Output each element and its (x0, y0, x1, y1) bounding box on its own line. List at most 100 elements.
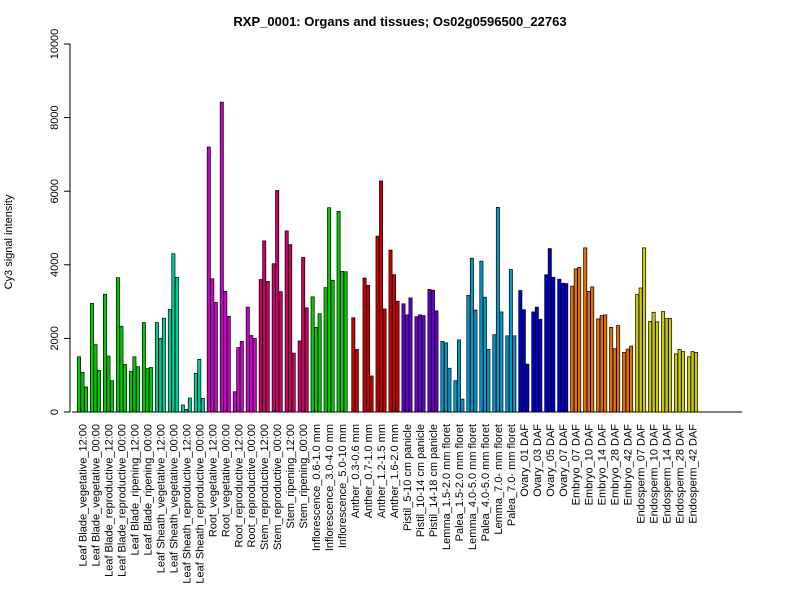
bar (531, 311, 536, 413)
bar (103, 293, 107, 413)
bar (629, 345, 634, 413)
bar (570, 285, 575, 413)
bar (453, 380, 458, 413)
bar (323, 287, 328, 413)
x-tick-label: Embryo_28 DAF (610, 424, 622, 506)
bar (330, 279, 335, 413)
bar (340, 271, 345, 413)
x-tick-label: Root_vegetative_12:00 (207, 424, 219, 537)
bar (599, 315, 604, 413)
bar (171, 253, 176, 413)
bar (210, 278, 215, 413)
x-tick-label: Palea_7.0- mm floret (506, 424, 518, 526)
x-tick-label: Embryo_14 DAF (597, 424, 609, 506)
x-tick-label: Root_vegetative_00:00 (220, 424, 232, 537)
x-tick-label: Inflorescence_0.6-1.0 mm (311, 424, 323, 551)
bar (297, 340, 302, 413)
bar (245, 306, 250, 413)
y-tick-label: 0 (49, 409, 61, 415)
bar (304, 307, 309, 413)
bar (284, 230, 289, 413)
x-tick-label: Leaf Blade_reproductive_12:00 (103, 424, 115, 577)
x-tick-label: Embryo_07 DAF (571, 424, 583, 506)
bar (232, 391, 237, 413)
x-tick-label: Ovary_05 DAF (545, 424, 557, 497)
bar (122, 364, 127, 413)
x-tick-label: Stem_reproductive_00:00 (272, 424, 284, 550)
bar (271, 263, 276, 413)
bar (97, 370, 101, 413)
bar (674, 353, 679, 413)
bar (590, 286, 595, 413)
bar (486, 349, 491, 413)
bar (447, 367, 452, 413)
x-tick-label: Leaf Blade_ripening_00:00 (142, 424, 154, 556)
bar (275, 190, 280, 413)
bar (440, 340, 445, 413)
x-tick-label: Inflorescence_5.0-10 mm (337, 424, 349, 548)
bar (495, 207, 500, 413)
bar (677, 349, 682, 413)
bar (538, 318, 543, 413)
bar (577, 267, 582, 413)
bar (252, 338, 257, 413)
bar (694, 352, 699, 413)
x-tick-label: Ovary_07 DAF (558, 424, 570, 497)
x-tick-label: Endosperm_07 DAF (636, 424, 648, 524)
bar (395, 300, 400, 413)
bar (145, 368, 150, 413)
y-axis: 0 2000 4000 6000 8000 10000 (49, 29, 71, 415)
bar (154, 322, 159, 413)
bar (236, 347, 241, 413)
bar (505, 335, 510, 413)
bar (288, 244, 293, 413)
bar (661, 311, 666, 413)
bar (603, 314, 608, 413)
bar (317, 313, 322, 413)
bar (564, 283, 569, 413)
bar (408, 297, 413, 413)
x-tick-label: Anther_1.2-1.5 mm (376, 424, 388, 518)
bar (573, 268, 578, 413)
bar (200, 398, 205, 413)
bar (388, 249, 393, 413)
bar (193, 373, 198, 413)
bar (161, 317, 166, 413)
bar (616, 325, 621, 413)
bar (77, 356, 81, 413)
bar (525, 363, 530, 413)
bar (469, 257, 474, 413)
bar (249, 335, 254, 413)
x-tick-label: Anther_1.6-2.0 mm (389, 424, 401, 518)
bar (431, 289, 435, 413)
bar (687, 356, 692, 413)
bar (351, 317, 356, 413)
y-axis-label: Cy3 signal intensity (3, 194, 15, 289)
x-tick-label: Ovary_03 DAF (532, 424, 544, 497)
bar (375, 235, 380, 413)
x-tick-label: Pistil_10-14 cm panicle (415, 424, 427, 537)
bar (119, 325, 124, 413)
bar (135, 366, 140, 413)
bar (141, 322, 146, 413)
bar (310, 296, 315, 413)
x-tick-label: Ovary_01 DAF (519, 424, 531, 497)
bar (473, 309, 478, 413)
bar (278, 291, 283, 413)
bar (557, 278, 562, 413)
bar (180, 404, 185, 413)
bar (379, 180, 383, 413)
x-tick-labels: Leaf Blade_vegetative_12:00 Leaf Blade_ve… (78, 424, 700, 584)
bar (301, 257, 306, 413)
x-tick-label: Leaf Blade_vegetative_00:00 (90, 424, 102, 567)
y-tick-label: 4000 (49, 253, 61, 277)
bar (456, 339, 461, 413)
x-tick-label: Leaf Sheath_reproductive_12:00 (181, 424, 193, 584)
bar (401, 303, 406, 413)
bar (93, 344, 98, 413)
bar (651, 311, 656, 413)
bar (622, 352, 627, 413)
bar (434, 310, 439, 413)
x-tick-label: Stem_ripening_00:00 (298, 424, 310, 529)
bar (128, 371, 133, 413)
